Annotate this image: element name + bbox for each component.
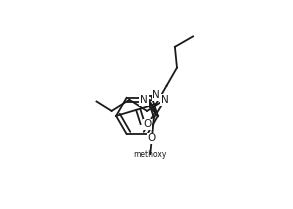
Text: N: N bbox=[140, 95, 148, 105]
Text: N: N bbox=[152, 90, 160, 100]
Text: N: N bbox=[161, 95, 169, 105]
Text: methoxy: methoxy bbox=[134, 150, 167, 159]
Text: H: H bbox=[163, 97, 170, 107]
Text: O: O bbox=[148, 134, 156, 143]
Text: O: O bbox=[144, 119, 152, 129]
